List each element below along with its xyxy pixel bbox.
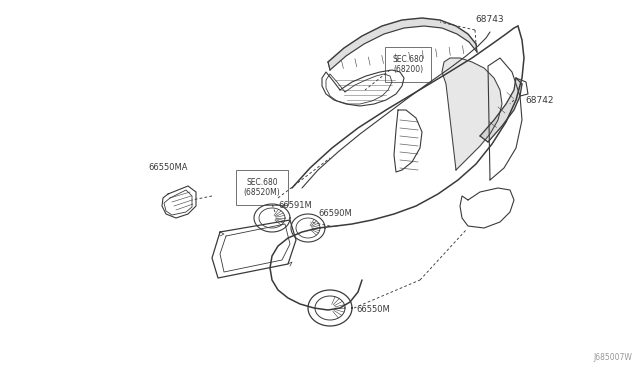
Text: 66550MA: 66550MA [148,163,188,172]
Text: 68742: 68742 [525,96,554,105]
Text: J685007W: J685007W [593,353,632,362]
Polygon shape [442,58,502,170]
Polygon shape [328,18,477,70]
Text: SEC.680
(68520M): SEC.680 (68520M) [244,178,280,198]
Text: SEC.680
(68200): SEC.680 (68200) [392,55,424,74]
Text: 66591M: 66591M [278,201,312,210]
Text: 66590M: 66590M [318,209,352,218]
Text: 68743: 68743 [475,15,504,24]
Polygon shape [480,78,522,142]
Text: 66550M: 66550M [356,305,390,314]
